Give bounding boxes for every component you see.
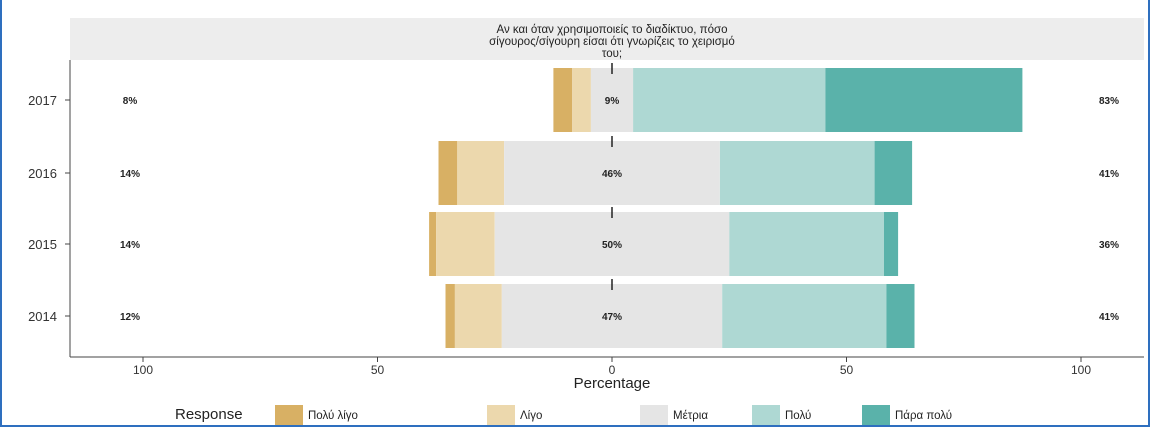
y-tick-label-2016: 2016 (28, 166, 57, 181)
y-tick-label-2017: 2017 (28, 93, 57, 108)
legend-key-2 (487, 405, 515, 425)
x-axis-title: Percentage (574, 375, 651, 392)
legend: Response Πολύ λίγο Λίγο Μέτρια Πολύ Πάρα πολ… (175, 405, 952, 425)
legend-label-3: Μέτρια (673, 410, 708, 422)
right-percent-label-2017: 83% (1099, 96, 1119, 107)
bar-2014-response-2 (455, 284, 502, 348)
left-percent-label-2017: 8% (123, 96, 138, 107)
left-percent-label-2015: 14% (120, 240, 140, 251)
legend-key-1 (275, 405, 303, 425)
x-tick-labels: 100 50 0 50 100 (133, 357, 1091, 377)
bar-2016-response-4 (720, 141, 875, 205)
right-percent-label-2014: 41% (1099, 312, 1119, 323)
bar-2015-response-1 (429, 212, 436, 276)
bar-2016-response-1 (439, 141, 458, 205)
left-percent-label-2014: 12% (120, 312, 140, 323)
legend-label-5: Πάρα πολύ (895, 410, 952, 422)
y-tick-label-2015: 2015 (28, 237, 57, 252)
legend-label-2: Λίγο (520, 410, 542, 422)
x-tick-label-2: 50 (371, 363, 385, 377)
legend-title: Response (175, 406, 243, 423)
left-percent-label-2016: 14% (120, 169, 140, 180)
bar-2015-response-5 (884, 212, 898, 276)
x-tick-label-5: 100 (1071, 363, 1091, 377)
chart-title-line-2: σίγουρος/σίγουρη είσαι ότι γνωρίζεις το … (489, 36, 735, 48)
bar-2017-response-5 (825, 68, 1022, 132)
bar-2017-response-4 (633, 68, 825, 132)
right-percent-label-2016: 41% (1099, 169, 1119, 180)
right-percent-label-2015: 36% (1099, 240, 1119, 251)
bar-2015-response-2 (436, 212, 495, 276)
bar-2015-response-4 (729, 212, 884, 276)
bar-2016-response-5 (875, 141, 913, 205)
legend-key-4 (752, 405, 780, 425)
center-percent-label-2015: 50% (602, 240, 622, 251)
bar-2016-response-2 (457, 141, 504, 205)
bar-2017-response-1 (553, 68, 572, 132)
legend-label-1: Πολύ λίγο (308, 410, 358, 422)
y-tick-label-2014: 2014 (28, 309, 57, 324)
chart-title-line-3: του; (602, 48, 622, 60)
y-tick-labels: 2017 2016 2015 2014 (28, 93, 70, 324)
legend-key-3 (640, 405, 668, 425)
bar-2014-response-4 (722, 284, 886, 348)
legend-key-5 (862, 405, 890, 425)
x-tick-label-1: 100 (133, 363, 153, 377)
center-percent-label-2014: 47% (602, 312, 622, 323)
legend-label-4: Πολύ (785, 410, 811, 422)
bar-2014-response-1 (446, 284, 455, 348)
bar-2017-response-2 (572, 68, 591, 132)
center-percent-label-2016: 46% (602, 169, 622, 180)
bars-layer (429, 63, 1022, 348)
x-tick-label-4: 50 (840, 363, 854, 377)
center-percent-label-2017: 9% (605, 96, 620, 107)
bar-2014-response-5 (886, 284, 914, 348)
chart-title-line-1: Αν και όταν χρησιμοποιείς το διαδίκτυο, … (497, 24, 728, 36)
